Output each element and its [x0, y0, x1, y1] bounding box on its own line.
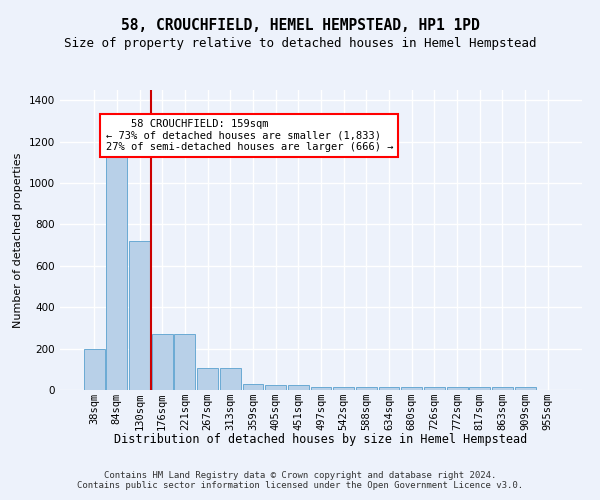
Bar [401, 388, 422, 390]
Bar [356, 388, 377, 390]
Bar [446, 388, 467, 390]
Bar [288, 385, 309, 390]
Bar [84, 350, 104, 390]
Bar [265, 385, 286, 390]
Bar [242, 384, 263, 390]
Text: Distribution of detached houses by size in Hemel Hempstead: Distribution of detached houses by size … [115, 432, 527, 446]
Bar [129, 242, 150, 390]
Text: 58 CROUCHFIELD: 159sqm
← 73% of detached houses are smaller (1,833)
27% of semi-: 58 CROUCHFIELD: 159sqm ← 73% of detached… [106, 119, 393, 152]
Bar [220, 368, 241, 390]
Text: Size of property relative to detached houses in Hemel Hempstead: Size of property relative to detached ho… [64, 38, 536, 51]
Y-axis label: Number of detached properties: Number of detached properties [13, 152, 23, 328]
Bar [311, 388, 331, 390]
Bar [469, 388, 490, 390]
Text: 58, CROUCHFIELD, HEMEL HEMPSTEAD, HP1 1PD: 58, CROUCHFIELD, HEMEL HEMPSTEAD, HP1 1P… [121, 18, 479, 32]
Bar [379, 387, 400, 390]
Bar [424, 388, 445, 390]
Text: Contains HM Land Registry data © Crown copyright and database right 2024.
Contai: Contains HM Land Registry data © Crown c… [77, 470, 523, 490]
Bar [492, 388, 513, 390]
Bar [106, 150, 127, 390]
Bar [152, 334, 173, 390]
Bar [333, 388, 354, 390]
Bar [515, 388, 536, 390]
Bar [175, 334, 196, 390]
Bar [197, 368, 218, 390]
